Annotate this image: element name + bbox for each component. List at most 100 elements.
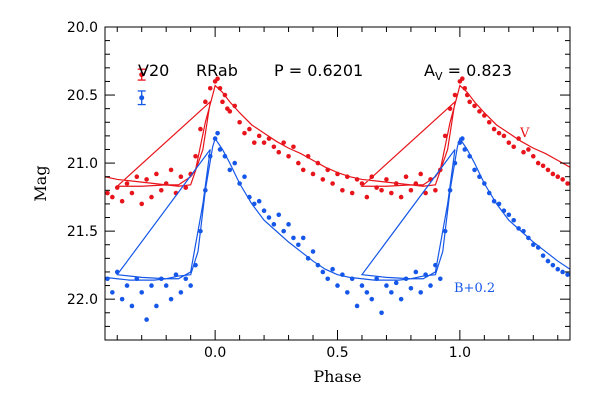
data-point: [472, 167, 477, 173]
data-point: [124, 283, 130, 288]
header-star-id: V20: [138, 61, 169, 80]
data-point: [232, 160, 238, 166]
data-point: [398, 296, 404, 302]
data-point: [144, 177, 149, 182]
data-point: [467, 99, 472, 105]
data-point: [521, 228, 526, 234]
data-point: [496, 130, 502, 136]
data-point: [369, 174, 375, 179]
data-point: [477, 174, 482, 179]
data-point: [335, 283, 340, 288]
data-point: [482, 113, 487, 118]
data-point: [305, 256, 311, 261]
data-point: [168, 296, 174, 302]
data-point: [344, 174, 350, 179]
data-point: [374, 276, 379, 282]
data-point: [207, 85, 213, 91]
data-point: [482, 181, 487, 186]
data-point: [506, 212, 512, 218]
data-point: [291, 235, 296, 241]
data-point: [442, 133, 448, 139]
data-point: [242, 174, 247, 179]
data-point: [124, 181, 130, 186]
data-point: [188, 283, 193, 288]
data-point: [408, 188, 414, 193]
data-point: [149, 283, 154, 288]
data-point: [384, 177, 389, 182]
data-point: [354, 303, 360, 309]
data-point: [114, 269, 120, 275]
data-point: [266, 215, 272, 220]
data-point: [457, 140, 463, 145]
data-point: [300, 167, 306, 173]
data-point: [555, 266, 561, 272]
data-point: [379, 188, 384, 193]
data-point: [477, 109, 482, 114]
data-point: [550, 171, 556, 177]
y-tick-label: 21.0: [67, 156, 98, 172]
data-point: [433, 188, 438, 193]
data-point: [110, 290, 115, 295]
data-point: [212, 136, 218, 141]
data-point: [154, 171, 159, 177]
data-point: [158, 188, 164, 193]
data-point: [526, 147, 531, 152]
axis-ticks: [105, 26, 570, 340]
data-point: [276, 212, 282, 218]
data-point: [545, 258, 551, 264]
x-tick-label: 0.0: [204, 345, 226, 361]
y-tick-label: 21.5: [67, 224, 98, 240]
data-point: [261, 208, 267, 214]
data-point: [114, 185, 120, 190]
data-point: [237, 181, 242, 186]
data-point: [521, 149, 526, 155]
error-bar-legend: [137, 68, 146, 106]
data-point: [491, 198, 497, 204]
data-point: [389, 190, 394, 196]
data-point: [462, 85, 468, 91]
data-point: [330, 266, 335, 272]
data-point: [315, 160, 321, 166]
data-point: [379, 310, 384, 316]
data-point: [203, 99, 208, 105]
data-point: [340, 272, 345, 277]
data-point: [540, 163, 546, 169]
data-point: [540, 253, 546, 258]
data-point: [364, 194, 370, 200]
y-tick-label: 20.0: [67, 20, 98, 36]
error-bar-marker: [137, 68, 146, 81]
data-point: [193, 262, 198, 268]
data-point: [545, 167, 551, 173]
data-point: [565, 181, 570, 186]
data-point: [393, 181, 399, 186]
data-point: [232, 103, 238, 109]
y-axis-label: Mag: [31, 165, 50, 201]
data-point: [464, 92, 470, 98]
data-point: [198, 126, 203, 132]
data-point: [168, 167, 174, 173]
data-point: [276, 149, 282, 155]
header-amplitude: AV = 0.823: [424, 61, 512, 83]
series-b: [105, 130, 570, 322]
data-point: [344, 290, 350, 295]
data-point: [256, 133, 262, 139]
data-point: [526, 235, 531, 241]
data-point: [134, 276, 140, 282]
data-point: [310, 171, 316, 177]
header-amplitude-value: = 0.823: [442, 61, 511, 80]
data-point: [349, 276, 355, 282]
data-point: [227, 167, 233, 173]
data-point: [530, 242, 536, 248]
series-label-b: B+0.2: [454, 281, 495, 296]
data-point: [271, 144, 277, 150]
data-point: [271, 222, 277, 227]
data-point: [261, 140, 267, 145]
data-point: [359, 181, 365, 186]
data-point: [501, 133, 507, 139]
series-label-v: V: [519, 126, 530, 141]
data-point: [330, 181, 335, 186]
data-point: [472, 103, 477, 109]
header-period: P = 0.6201: [274, 61, 363, 80]
data-point: [462, 147, 468, 152]
